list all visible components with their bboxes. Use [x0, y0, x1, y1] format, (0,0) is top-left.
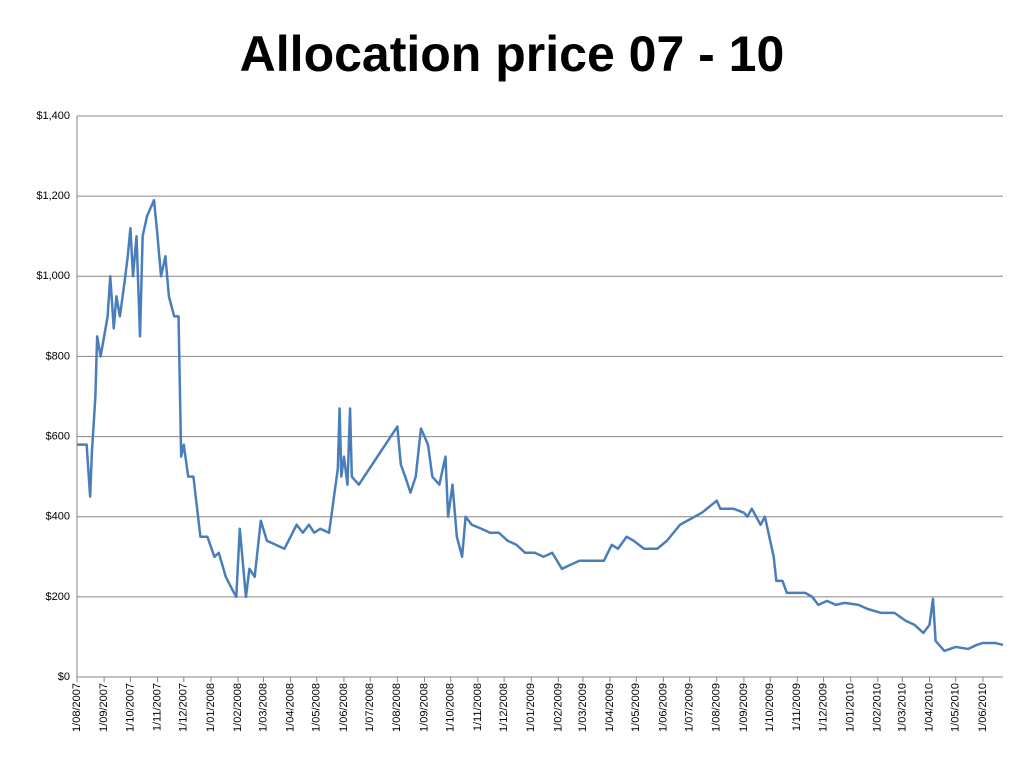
x-tick-label: 1/02/2008: [232, 683, 244, 732]
x-tick-label: 1/08/2009: [711, 683, 723, 732]
x-tick-label: 1/06/2010: [977, 683, 989, 732]
x-tick-label: 1/10/2008: [445, 683, 457, 732]
x-tick-label: 1/11/2007: [151, 683, 163, 731]
x-tick-label: 1/09/2009: [738, 683, 750, 732]
x-tick-label: 1/10/2007: [124, 683, 136, 732]
x-tick-label: 1/04/2010: [923, 683, 935, 732]
x-tick-label: 1/02/2009: [552, 683, 564, 732]
x-tick-label: 1/12/2008: [498, 683, 510, 732]
y-tick-label: $0: [58, 671, 70, 683]
y-tick-label: $1,200: [36, 190, 70, 202]
x-tick-label: 1/03/2008: [257, 683, 269, 732]
x-tick-label: 1/01/2008: [205, 683, 217, 732]
x-tick-label: 1/07/2009: [684, 683, 696, 732]
x-tick-label: 1/03/2010: [896, 683, 908, 732]
x-tick-label: 1/04/2008: [284, 683, 296, 732]
x-tick-label: 1/09/2007: [98, 683, 110, 732]
y-tick-label: $800: [46, 350, 70, 362]
x-tick-label: 1/11/2009: [791, 683, 803, 731]
x-tick-label: 1/04/2009: [604, 683, 616, 732]
x-tick-label: 1/01/2010: [845, 683, 857, 732]
x-tick-label: 1/07/2008: [364, 683, 376, 732]
x-tick-label: 1/01/2009: [525, 683, 537, 732]
price-line: [77, 198, 1004, 653]
x-tick-label: 1/08/2008: [391, 683, 403, 732]
x-tick-label: 1/05/2008: [311, 683, 323, 732]
x-tick-label: 1/06/2009: [657, 683, 669, 732]
x-tick-label: 1/09/2008: [418, 683, 430, 732]
x-tick-label: 1/06/2008: [338, 683, 350, 732]
x-tick-label: 1/12/2007: [178, 683, 190, 732]
chart-title: Allocation price 07 - 10: [240, 26, 785, 82]
x-tick-label: 1/10/2009: [764, 683, 776, 732]
x-tick-label: 1/05/2010: [950, 683, 962, 732]
y-tick-label: $1,400: [36, 110, 70, 122]
y-tick-label: $200: [46, 591, 70, 603]
x-tick-label: 1/11/2008: [472, 683, 484, 731]
y-tick-label: $600: [46, 430, 70, 442]
x-tick-label: 1/02/2010: [872, 683, 884, 732]
x-tick-label: 1/12/2009: [817, 683, 829, 732]
y-tick-label: $400: [46, 511, 70, 523]
x-tick-label: 1/03/2009: [577, 683, 589, 732]
x-tick-label: 1/05/2009: [630, 683, 642, 732]
x-tick-label: 1/08/2007: [71, 683, 83, 732]
y-tick-label: $1,000: [36, 270, 70, 282]
